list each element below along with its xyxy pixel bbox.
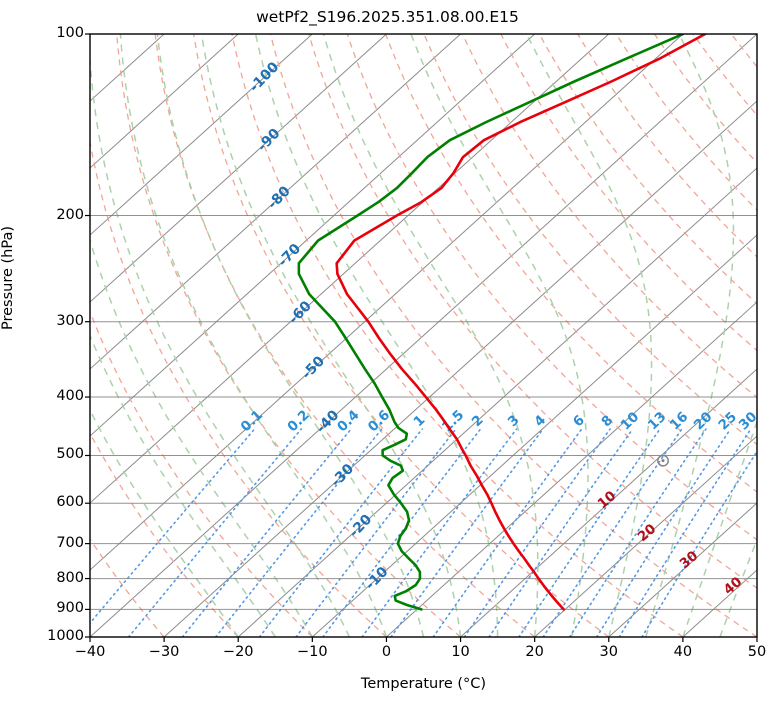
y-tick-400: 400	[56, 388, 84, 405]
y-axis-tick-labels: 100 200 300 400 500 600 700 800 900 1000	[0, 0, 84, 708]
x-tick-30: 30	[599, 644, 618, 660]
y-tick-300: 300	[56, 312, 84, 329]
x-tick-40: 40	[673, 644, 693, 660]
y-tick-700: 700	[56, 534, 84, 551]
page-title: wetPf2_S196.2025.351.08.00.E15	[256, 8, 519, 26]
x-tick-20: 20	[525, 644, 544, 660]
profile-temperature	[335, 34, 707, 611]
y-tick-900: 900	[56, 600, 84, 617]
profile-dewpoint	[297, 34, 685, 611]
plot-frame	[89, 33, 758, 638]
lcl-marker-dot	[661, 459, 665, 463]
pressure-gridlines	[90, 215, 757, 610]
x-tick--30: −30	[148, 644, 180, 660]
plot-markers	[657, 454, 669, 467]
y-tick-1000: 1000	[47, 628, 84, 644]
x-tick-50: 50	[747, 644, 767, 660]
sounding-profiles	[297, 34, 707, 611]
lcl-marker	[657, 454, 669, 467]
y-tick-500: 500	[56, 446, 84, 463]
x-tick--40: −40	[74, 644, 106, 660]
background-grid	[90, 34, 757, 637]
y-tick-100: 100	[56, 25, 84, 41]
x-tick--20: −20	[222, 644, 254, 660]
y-tick-200: 200	[56, 206, 84, 223]
axis-tick-marks	[85, 33, 758, 642]
x-tick--10: −10	[297, 644, 328, 660]
mixing-ratio-label: 36	[756, 409, 775, 434]
x-axis-label: Temperature (°C)	[360, 676, 487, 692]
x-tick-10: 10	[451, 644, 470, 660]
y-tick-800: 800	[56, 569, 84, 586]
y-tick-600: 600	[56, 494, 84, 511]
x-tick-0: 0	[381, 644, 392, 660]
